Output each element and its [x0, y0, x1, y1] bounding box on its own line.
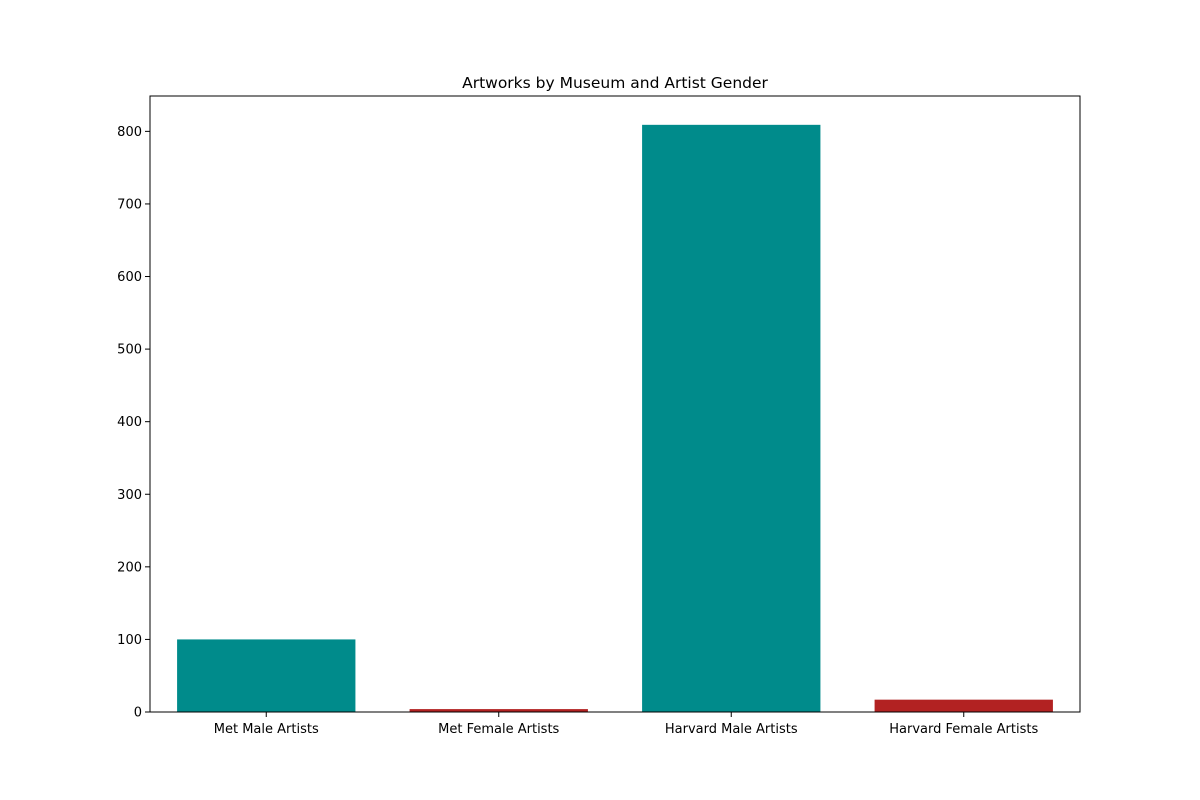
y-tick-label: 700 — [117, 197, 142, 212]
bar-met-female-artists — [409, 709, 588, 712]
bars-layer — [177, 124, 1053, 712]
x-tick-label: Harvard Female Artists — [889, 722, 1038, 737]
y-tick-label: 0 — [134, 706, 142, 721]
y-tick-label: 600 — [117, 270, 142, 285]
x-tick-label: Harvard Male Artists — [665, 722, 798, 737]
chart-title: Artworks by Museum and Artist Gender — [462, 74, 768, 92]
y-tick-label: 500 — [117, 343, 142, 358]
x-tick-label: Met Male Artists — [214, 722, 319, 737]
y-tick-label: 400 — [117, 415, 142, 430]
y-axis: 0 100 200 300 400 500 600 700 800 — [117, 125, 150, 721]
bar-harvard-male-artists — [642, 124, 821, 712]
y-tick-label: 800 — [117, 125, 142, 140]
y-tick-label: 100 — [117, 633, 142, 648]
plot-frame — [149, 95, 1081, 713]
y-tick-label: 200 — [117, 560, 142, 575]
x-axis: Met Male Artists Met Female Artists Harvar… — [214, 712, 1038, 737]
bar-harvard-female-artists — [874, 699, 1053, 712]
x-tick-label: Met Female Artists — [438, 722, 559, 737]
y-tick-label: 300 — [117, 488, 142, 503]
bar-met-male-artists — [177, 639, 356, 712]
